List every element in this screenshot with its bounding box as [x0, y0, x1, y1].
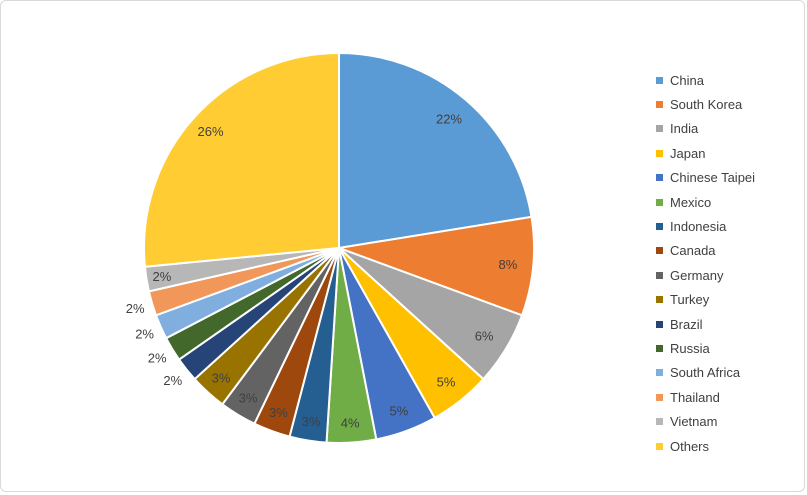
legend-label: South Africa — [670, 365, 741, 381]
legend-label: Germany — [670, 267, 724, 283]
legend-item-india: India — [656, 117, 801, 141]
legend-marker — [656, 369, 663, 377]
legend-marker — [656, 247, 663, 255]
slice-label: 2% — [163, 373, 182, 388]
slice-label: 3% — [212, 370, 231, 385]
legend-item-brazil: Brazil — [656, 312, 801, 336]
legend-item-mexico: Mexico — [656, 190, 801, 214]
legend-marker — [656, 344, 663, 352]
slice-label: 5% — [390, 403, 409, 418]
legend-label: Vietnam — [670, 414, 718, 430]
slice-label: 2% — [148, 351, 167, 366]
legend-item-south-africa: South Africa — [656, 361, 801, 385]
legend-item-south-korea: South Korea — [656, 92, 801, 116]
slice-label: 3% — [269, 405, 288, 420]
legend-marker — [656, 296, 663, 304]
slice-label: 6% — [475, 328, 494, 343]
pie-slice-china — [338, 52, 533, 249]
legend-marker — [656, 442, 663, 450]
legend-label: Russia — [670, 340, 710, 356]
legend-marker — [656, 320, 663, 328]
legend-item-germany: Germany — [656, 263, 801, 287]
legend-item-vietnam: Vietnam — [656, 409, 801, 433]
legend-label: Others — [670, 438, 710, 454]
legend-marker — [656, 174, 663, 182]
legend-item-canada: Canada — [656, 239, 801, 263]
legend-marker — [656, 393, 663, 401]
slice-label: 2% — [153, 269, 172, 284]
legend-label: South Korea — [670, 97, 743, 113]
legend-item-chinese-taipei: Chinese Taipei — [656, 166, 801, 190]
slice-label: 26% — [197, 124, 223, 139]
legend-marker — [656, 125, 663, 133]
legend-marker — [656, 418, 663, 426]
pie-slice-south-korea — [338, 215, 535, 317]
legend-label: Japan — [670, 145, 706, 161]
legend-marker — [656, 271, 663, 279]
legend-item-china: China — [656, 68, 801, 92]
legend-label: Chinese Taipei — [670, 170, 756, 186]
slice-label: 2% — [126, 301, 145, 316]
legend-label: Indonesia — [670, 219, 727, 235]
legend-label: Thailand — [670, 389, 720, 405]
legend-marker — [656, 101, 663, 109]
legend: China South Korea India Japan Chinese Taipei… — [656, 68, 801, 458]
legend-item-japan: Japan — [656, 141, 801, 165]
slice-label: 8% — [499, 257, 518, 272]
slice-label: 4% — [341, 416, 360, 431]
slice-label: 2% — [135, 327, 154, 342]
legend-item-thailand: Thailand — [656, 385, 801, 409]
slice-label: 3% — [302, 414, 321, 429]
legend-marker — [656, 149, 663, 157]
legend-item-russia: Russia — [656, 336, 801, 360]
legend-label: China — [670, 72, 704, 88]
slice-label: 5% — [437, 375, 456, 390]
legend-marker — [656, 76, 663, 84]
legend-label: Canada — [670, 243, 716, 259]
legend-item-turkey: Turkey — [656, 288, 801, 312]
legend-label: Brazil — [670, 316, 703, 332]
legend-item-indonesia: Indonesia — [656, 214, 801, 238]
legend-marker — [656, 223, 663, 231]
slice-label: 22% — [436, 111, 462, 126]
legend-label: Turkey — [670, 292, 710, 308]
pie-slice-others — [143, 52, 340, 268]
legend-label: India — [670, 121, 699, 137]
slice-label: 3% — [239, 391, 258, 406]
legend-item-others: Others — [656, 434, 801, 458]
legend-marker — [656, 198, 663, 206]
legend-label: Mexico — [670, 194, 712, 210]
